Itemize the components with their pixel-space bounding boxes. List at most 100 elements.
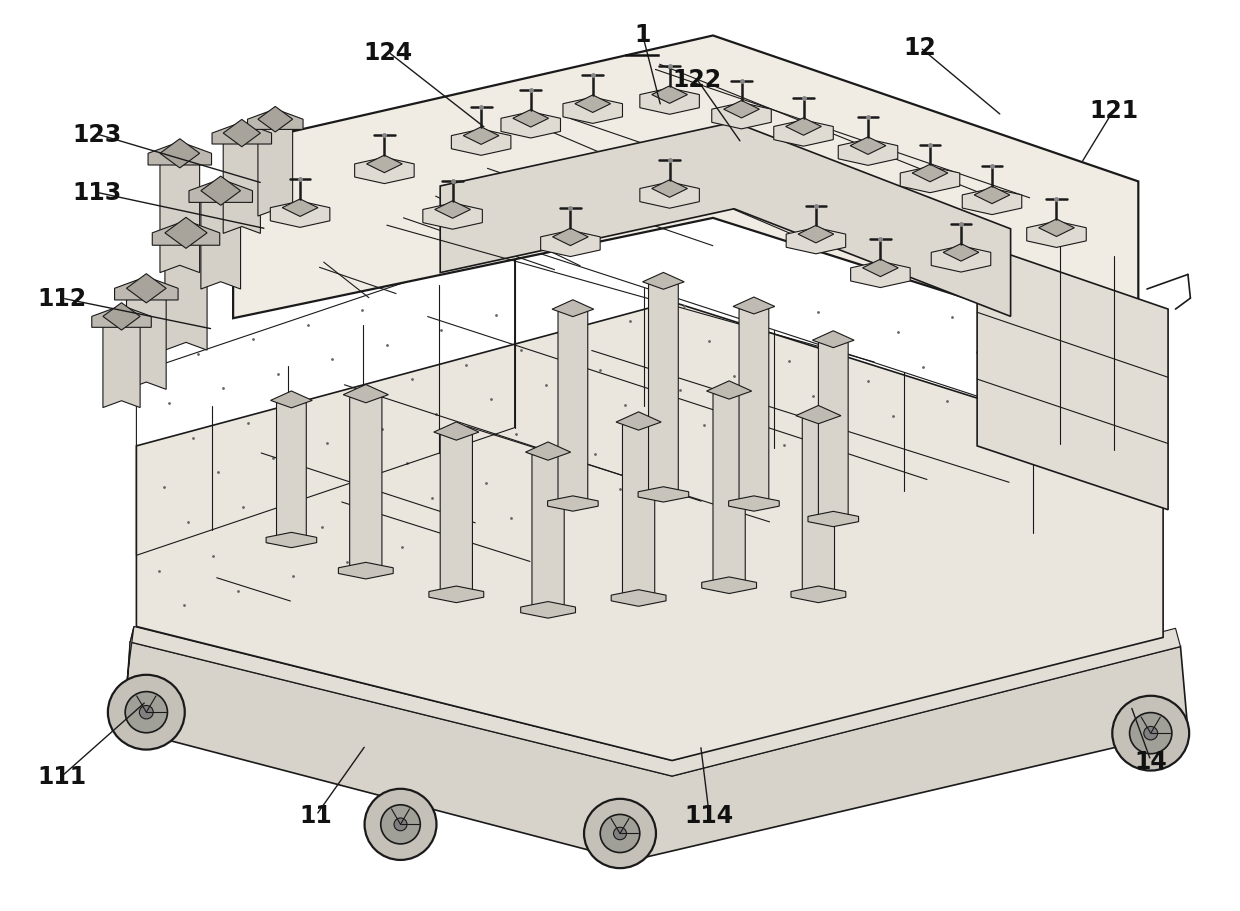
Polygon shape [851,138,885,155]
Polygon shape [739,303,769,508]
Text: 121: 121 [1089,99,1138,123]
Ellipse shape [600,814,640,853]
Polygon shape [724,101,759,118]
Polygon shape [367,156,402,173]
Polygon shape [165,239,207,351]
Polygon shape [136,302,1163,761]
Polygon shape [639,487,688,503]
Polygon shape [258,107,293,133]
Polygon shape [548,496,598,512]
Ellipse shape [381,805,420,844]
Ellipse shape [108,675,185,750]
Polygon shape [464,128,498,145]
Polygon shape [122,627,134,729]
Polygon shape [350,392,382,576]
Polygon shape [622,419,655,603]
Polygon shape [201,177,241,206]
Polygon shape [429,587,484,603]
Polygon shape [707,382,751,400]
Text: 124: 124 [363,41,413,65]
Ellipse shape [1112,696,1189,771]
Polygon shape [355,159,414,184]
Polygon shape [165,218,207,249]
Polygon shape [201,196,241,290]
Text: 122: 122 [672,68,722,92]
Polygon shape [114,277,179,301]
Polygon shape [791,587,846,603]
Polygon shape [521,602,575,619]
Polygon shape [713,388,745,590]
Text: 114: 114 [684,804,734,827]
Polygon shape [541,231,600,257]
Polygon shape [575,96,610,113]
Polygon shape [267,533,316,548]
Polygon shape [733,298,775,314]
Polygon shape [652,87,687,104]
Polygon shape [339,563,393,579]
Polygon shape [223,120,260,148]
Polygon shape [126,274,166,303]
Polygon shape [652,180,687,198]
Polygon shape [283,200,317,217]
Text: 113: 113 [72,181,122,205]
Text: 11: 11 [300,804,332,827]
Polygon shape [124,642,1188,861]
Polygon shape [616,413,661,431]
Polygon shape [160,159,200,273]
Polygon shape [786,118,821,136]
Polygon shape [812,332,854,348]
Polygon shape [553,229,588,246]
Ellipse shape [584,799,656,868]
Ellipse shape [394,818,407,831]
Polygon shape [640,89,699,115]
Polygon shape [642,273,684,290]
Polygon shape [962,189,1022,215]
Polygon shape [277,397,306,545]
Text: 12: 12 [904,36,936,60]
Polygon shape [799,226,833,243]
Polygon shape [103,322,140,408]
Polygon shape [563,98,622,124]
Text: 1: 1 [634,23,651,46]
Polygon shape [434,423,479,441]
Polygon shape [440,123,1011,317]
Polygon shape [863,260,898,277]
Polygon shape [501,113,560,138]
Polygon shape [435,201,470,219]
Polygon shape [1027,222,1086,248]
Polygon shape [977,244,1168,510]
Polygon shape [712,104,771,129]
Polygon shape [526,443,570,461]
Polygon shape [786,229,846,254]
Polygon shape [729,496,779,512]
Polygon shape [532,449,564,615]
Polygon shape [160,139,200,169]
Polygon shape [558,306,588,508]
Polygon shape [796,406,841,425]
Polygon shape [423,204,482,230]
Text: 112: 112 [37,287,87,311]
Text: 14: 14 [1135,749,1167,773]
Polygon shape [513,110,548,128]
Polygon shape [944,244,978,261]
Polygon shape [808,512,858,527]
Text: 123: 123 [72,123,122,147]
Polygon shape [611,590,666,607]
Polygon shape [103,303,140,331]
Polygon shape [818,337,848,524]
Polygon shape [270,392,312,408]
Polygon shape [975,187,1009,204]
Polygon shape [440,429,472,599]
Polygon shape [343,385,388,404]
Polygon shape [640,183,699,209]
Polygon shape [802,413,835,599]
Ellipse shape [1143,727,1158,740]
Polygon shape [126,293,166,390]
Polygon shape [774,121,833,147]
Text: 111: 111 [37,764,87,788]
Polygon shape [552,301,594,317]
Ellipse shape [365,789,436,860]
Polygon shape [248,110,303,130]
Ellipse shape [1130,712,1172,754]
Polygon shape [270,202,330,228]
